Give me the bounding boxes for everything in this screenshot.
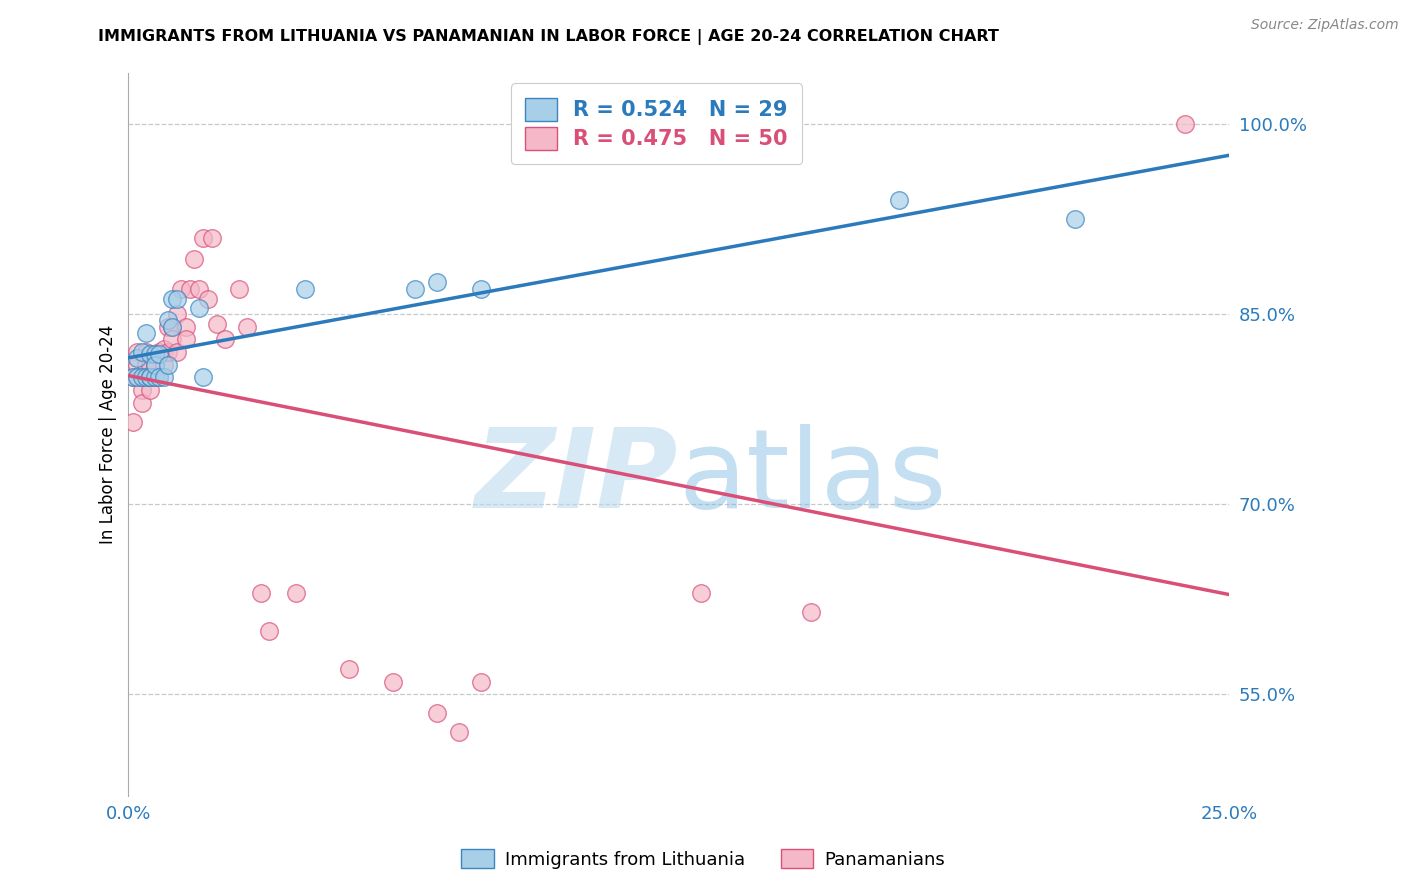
Point (143, 370, 166, 384)
Point (205, 317, 228, 331)
Point (426, 275, 449, 289)
Point (131, 370, 153, 384)
Point (135, 326, 157, 340)
Point (166, 345, 188, 359)
Point (183, 252, 205, 267)
Point (131, 383, 153, 397)
Text: Source: ZipAtlas.com: Source: ZipAtlas.com (1251, 18, 1399, 32)
Point (426, 706, 449, 721)
Point (143, 358, 166, 372)
Point (139, 347, 162, 361)
Point (127, 351, 149, 366)
Point (887, 193, 910, 207)
Point (337, 662, 360, 676)
Point (122, 415, 145, 429)
Point (187, 281, 209, 295)
Point (148, 370, 170, 384)
Point (162, 319, 184, 334)
Point (131, 370, 153, 384)
Point (157, 345, 180, 359)
Point (148, 345, 170, 359)
Point (187, 301, 209, 315)
Point (381, 674, 404, 689)
Point (214, 332, 236, 346)
Point (201, 231, 224, 245)
Point (131, 395, 153, 409)
Point (157, 319, 180, 334)
Point (174, 319, 197, 334)
Point (193, 370, 215, 384)
Point (143, 347, 166, 361)
Point (152, 343, 174, 357)
Point (139, 383, 162, 397)
Legend: Immigrants from Lithuania, Panamanians: Immigrants from Lithuania, Panamanians (454, 842, 952, 876)
Point (122, 370, 145, 384)
Point (122, 370, 145, 384)
Point (294, 281, 316, 295)
Point (127, 370, 149, 384)
Point (139, 370, 162, 384)
Point (404, 281, 426, 295)
Point (470, 281, 492, 295)
Point (135, 370, 157, 384)
Point (135, 358, 157, 372)
Text: IMMIGRANTS FROM LITHUANIA VS PANAMANIAN IN LABOR FORCE | AGE 20-24 CORRELATION C: IMMIGRANTS FROM LITHUANIA VS PANAMANIAN … (98, 29, 1000, 45)
Point (249, 586, 271, 600)
Point (131, 345, 153, 359)
Point (284, 586, 307, 600)
Point (162, 332, 184, 346)
Point (139, 370, 162, 384)
Point (236, 319, 259, 334)
Point (162, 292, 184, 306)
Y-axis label: In Labor Force | Age 20-24: In Labor Force | Age 20-24 (100, 325, 117, 544)
Point (139, 370, 162, 384)
Point (148, 347, 170, 361)
Point (193, 231, 215, 245)
Point (259, 624, 281, 638)
Point (166, 292, 188, 306)
Point (228, 281, 250, 295)
Point (127, 345, 149, 359)
Point (143, 370, 166, 384)
Point (447, 725, 470, 739)
Point (152, 370, 174, 384)
Point (157, 313, 180, 327)
Point (197, 292, 219, 306)
Point (135, 370, 157, 384)
Point (157, 358, 180, 372)
Point (179, 281, 201, 295)
Point (135, 345, 157, 359)
Point (689, 586, 711, 600)
Point (170, 281, 193, 295)
Point (1063, 211, 1085, 226)
Point (800, 605, 823, 619)
Point (143, 358, 166, 372)
Point (139, 358, 162, 372)
Point (127, 358, 149, 372)
Point (148, 370, 170, 384)
Point (127, 370, 149, 384)
Point (174, 332, 197, 346)
Text: ZIP: ZIP (475, 425, 679, 532)
Point (470, 674, 492, 689)
Legend: R = 0.524   N = 29, R = 0.475   N = 50: R = 0.524 N = 29, R = 0.475 N = 50 (510, 83, 803, 164)
Point (166, 307, 188, 321)
Text: atlas: atlas (679, 425, 948, 532)
Point (162, 319, 184, 334)
Point (1174, 117, 1197, 131)
Point (152, 358, 174, 372)
